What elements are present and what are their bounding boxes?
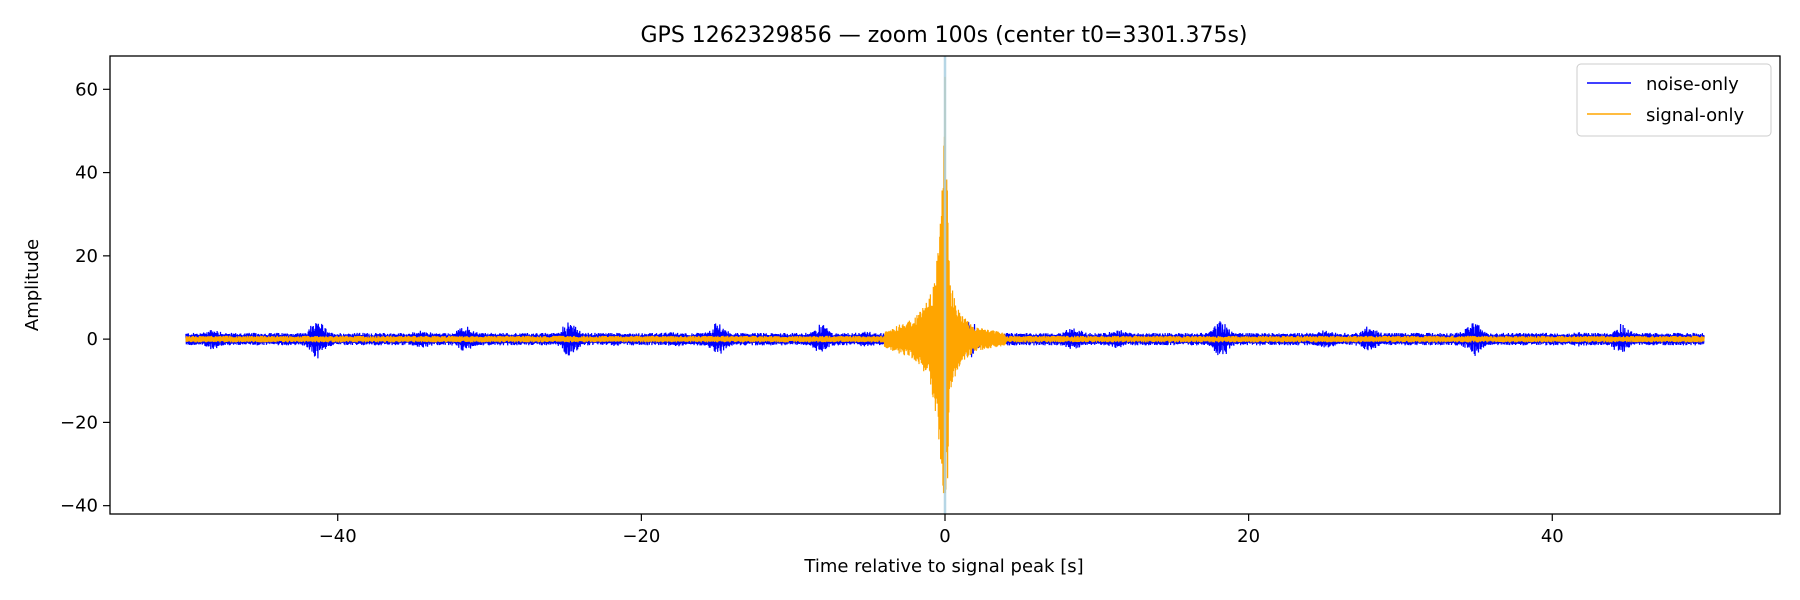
y-axis: −40 −20 0 20 40 60 xyxy=(60,79,110,517)
y-tick-label: 40 xyxy=(75,163,98,184)
y-tick-label: 20 xyxy=(75,246,98,267)
x-tick-label: 20 xyxy=(1237,526,1260,547)
plot-area xyxy=(185,56,1705,514)
x-axis-label: Time relative to signal peak [s] xyxy=(803,556,1083,577)
legend: noise-only signal-only xyxy=(1576,63,1772,137)
x-tick-label: 40 xyxy=(1541,526,1564,547)
x-tick-label: −20 xyxy=(622,526,660,547)
y-tick-label: −40 xyxy=(60,496,98,517)
x-tick-label: 0 xyxy=(939,526,950,547)
x-tick-label: −40 xyxy=(319,526,357,547)
y-tick-label: −20 xyxy=(60,412,98,433)
x-axis: −40 −20 0 20 40 xyxy=(319,514,1564,547)
chart-title: GPS 1262329856 — zoom 100s (center t0=33… xyxy=(641,23,1248,48)
y-tick-label: 60 xyxy=(75,79,98,100)
y-tick-label: 0 xyxy=(87,329,98,350)
legend-label-signal-only: signal-only xyxy=(1646,105,1744,126)
legend-box xyxy=(1576,63,1772,137)
y-axis-label: Amplitude xyxy=(22,239,43,331)
legend-label-noise-only: noise-only xyxy=(1646,74,1739,95)
